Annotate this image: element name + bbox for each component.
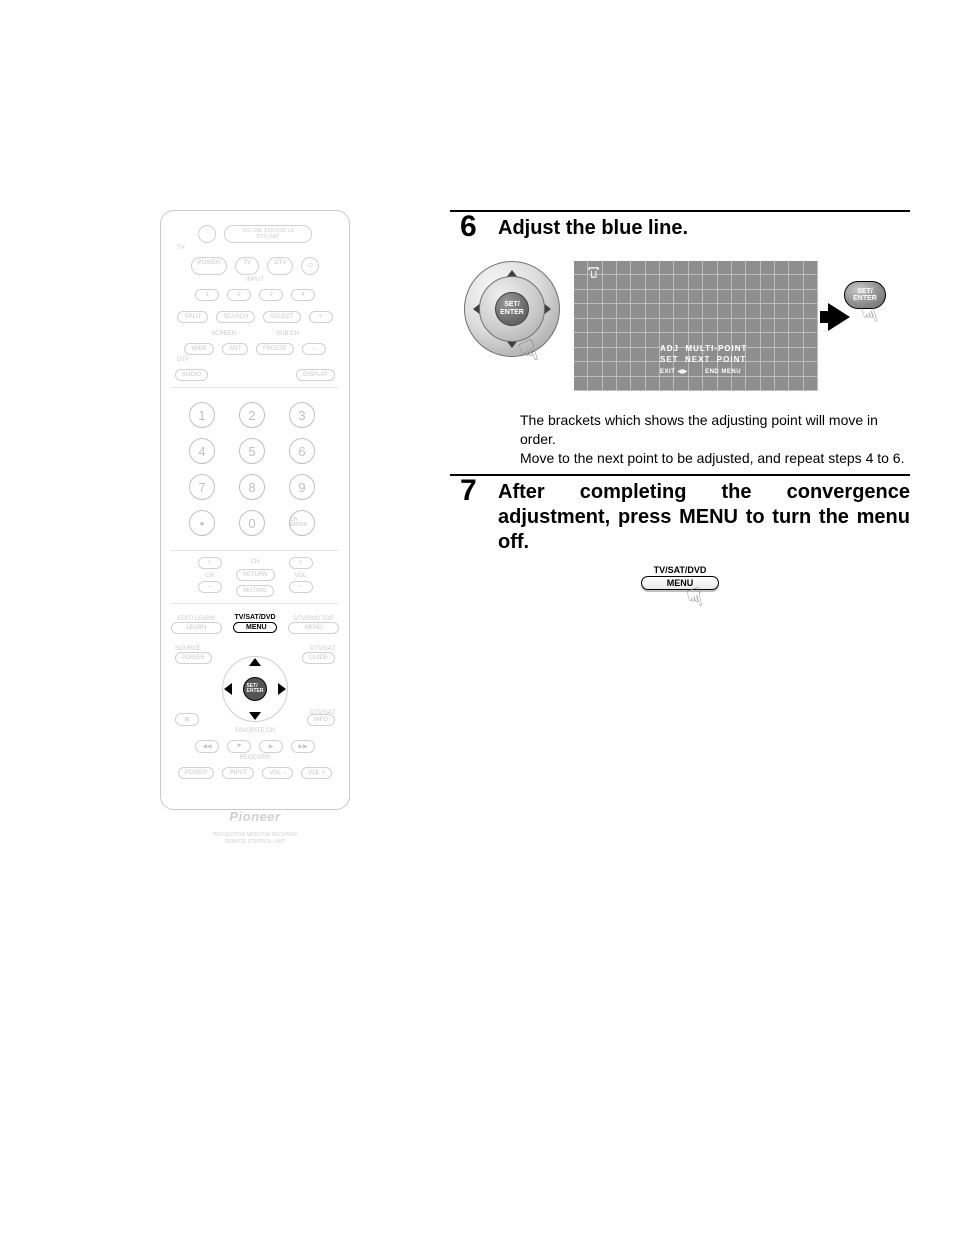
- vol-label: VOL: [294, 573, 306, 579]
- step-6-heading: Adjust the blue line.: [498, 216, 910, 241]
- power-button: POWER: [191, 257, 228, 275]
- input-3: 3: [259, 289, 283, 301]
- screen-label: SCREEN: [211, 331, 236, 337]
- dpad: SET/ ENTER: [222, 656, 288, 722]
- step-7: 7 After completing the convergence adjus…: [450, 474, 910, 590]
- source-power: POWER: [175, 652, 212, 664]
- model-text: PROJECTION MONITOR RECEIVER REMOTE CONTR…: [161, 832, 349, 845]
- vol-down: –: [289, 581, 313, 593]
- favorite-label: FAVORITE CH: [161, 728, 349, 734]
- step-6-number: 6: [460, 210, 477, 244]
- menu-top-label: TV/SAT/DVD: [641, 565, 719, 575]
- num-6: 6: [289, 438, 315, 464]
- ant-button: ANT: [222, 343, 248, 355]
- dtv-dvd-top-label: DTV/DVD TOP: [288, 616, 339, 622]
- menu-button-remote: MENU: [233, 622, 277, 633]
- set-enter-center: SET/ ENTER: [243, 677, 267, 701]
- rcv-input: INPUT: [222, 767, 254, 779]
- num-dot: •: [189, 510, 215, 536]
- step-7-number: 7: [460, 474, 477, 508]
- menu2-button: MENU: [288, 622, 339, 634]
- rcv-power: POWER: [178, 767, 215, 779]
- muting-button: MUTING: [236, 585, 274, 597]
- vol-up: +: [289, 557, 313, 569]
- num-3: 3: [289, 402, 315, 428]
- display-button: DISPLAY: [296, 369, 335, 381]
- num-9: 9: [289, 474, 315, 500]
- dtv-button: DTV: [267, 257, 293, 275]
- ch-enter: CH ENTER: [289, 510, 315, 536]
- num-5: 5: [239, 438, 265, 464]
- step-6: 6 Adjust the blue line. SET/ ENTER ☟ ⌐¬ …: [450, 210, 910, 468]
- source-switch: TVC CBL VCR DVD LDDTV /SAT: [224, 225, 312, 243]
- ch-center-label: CH: [251, 559, 260, 565]
- ff-button: ▶▶: [291, 740, 315, 753]
- step-7-heading: After completing the convergence adjustm…: [498, 480, 910, 555]
- receiver-label: RECEIVER: [161, 755, 349, 761]
- info-button: INFO: [307, 714, 335, 726]
- num-1: 1: [189, 402, 215, 428]
- number-pad: 1 2 3 4 5 6 7 8 9 • 0 CH ENTER: [161, 394, 349, 544]
- num-4: 4: [189, 438, 215, 464]
- ch-down: –: [198, 581, 222, 593]
- adjust-bracket: ⌐¬ └┘: [588, 265, 597, 283]
- num-7: 7: [189, 474, 215, 500]
- stop-button: ■: [227, 740, 251, 753]
- led-label: TV: [161, 245, 349, 251]
- rcv-voldown: VOL –: [262, 767, 293, 779]
- num-8: 8: [239, 474, 265, 500]
- rew-button: ◀◀: [195, 740, 219, 753]
- subch-plus: +: [309, 311, 333, 323]
- dial-center-label: SET/ ENTER: [495, 292, 529, 326]
- ch-up: +: [198, 557, 222, 569]
- edit-learn-label: EDIT/ LEARN: [171, 616, 222, 622]
- input-4: 4: [291, 289, 315, 301]
- brand-logo: Pioneer: [161, 809, 349, 824]
- subch-label: SUB CH: [276, 331, 299, 337]
- step-6-graphic: SET/ ENTER ☟ ⌐¬ └┘ ADJ MULTI-POINT SET N…: [450, 255, 910, 395]
- set-enter-illustration: SET/ ENTER ☟: [844, 281, 894, 339]
- search-button: SEARCH: [216, 311, 255, 323]
- menu-button-illustration: TV/SAT/DVD MENU ☟: [641, 565, 719, 590]
- standby-button: ⏻: [301, 257, 319, 275]
- input-label: INPUT: [161, 277, 349, 283]
- guide-button: GUIDE: [302, 652, 335, 664]
- audio-button: AUDIO: [175, 369, 208, 381]
- menu-btn-label: MENU: [641, 576, 719, 590]
- tv-screen: ⌐¬ └┘ ADJ MULTI-POINT SET NEXT POINT EXI…: [574, 261, 818, 391]
- step-6-body: The brackets which shows the adjusting p…: [520, 411, 910, 468]
- tv-button: TV: [235, 257, 259, 275]
- dial-illustration: SET/ ENTER ☟: [464, 261, 560, 357]
- subch-minus: –: [302, 343, 326, 355]
- rcv-volup: VOL +: [301, 767, 332, 779]
- select-button: SELECT: [263, 311, 300, 323]
- remote-control: TVC CBL VCR DVD LDDTV /SAT TV POWER TV D…: [160, 210, 350, 810]
- wide-button: WIDE: [184, 343, 214, 355]
- dtv-label: DTV: [161, 357, 349, 363]
- return-button: RETURN: [236, 569, 275, 581]
- learn-button: LEARN: [171, 622, 222, 634]
- ch-label: CH: [205, 573, 214, 579]
- tv-sat-dvd-label: TV/SAT/DVD: [230, 614, 281, 621]
- input-2: 2: [227, 289, 251, 301]
- split-button: SPLIT: [177, 311, 208, 323]
- play-button: ▶: [259, 740, 283, 753]
- num-0: 0: [239, 510, 265, 536]
- freeze-button: FREEZE: [256, 343, 294, 355]
- ab-button: ⊞: [175, 713, 199, 726]
- input-1: 1: [195, 289, 219, 301]
- osd-text: ADJ MULTI-POINT SET NEXT POINT EXIT ◀▶ E…: [660, 343, 747, 377]
- led-indicator: [198, 225, 216, 243]
- num-2: 2: [239, 402, 265, 428]
